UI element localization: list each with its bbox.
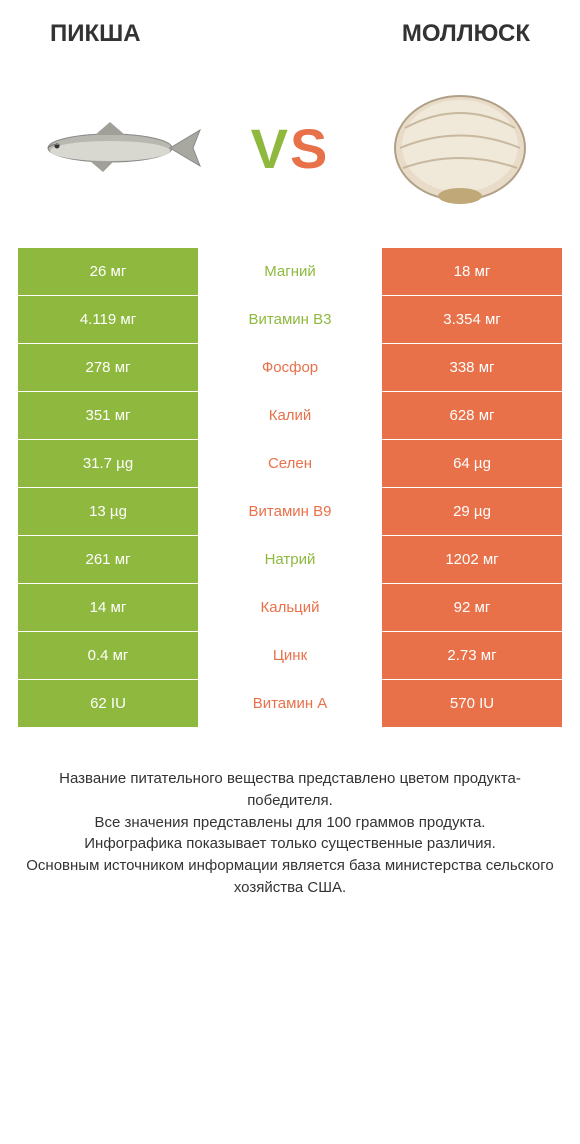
right-value: 3.354 мг	[382, 296, 562, 343]
nutrient-name: Калий	[198, 392, 382, 439]
vs-v: V	[251, 117, 290, 180]
left-value: 14 мг	[18, 584, 198, 631]
header: ПИКША МОЛЛЮСК	[0, 0, 580, 58]
right-value: 628 мг	[382, 392, 562, 439]
table-row: 4.119 мг Витамин B3 3.354 мг	[18, 296, 562, 344]
left-value: 26 мг	[18, 248, 198, 295]
left-value: 62 IU	[18, 680, 198, 727]
footer-line: Инфографика показывает только существенн…	[20, 833, 560, 855]
right-value: 92 мг	[382, 584, 562, 631]
nutrient-name: Селен	[198, 440, 382, 487]
nutrient-name: Фосфор	[198, 344, 382, 391]
nutrient-name: Витамин B9	[198, 488, 382, 535]
right-value: 338 мг	[382, 344, 562, 391]
nutrient-name: Кальций	[198, 584, 382, 631]
right-value: 2.73 мг	[382, 632, 562, 679]
right-value: 1202 мг	[382, 536, 562, 583]
right-product-image	[370, 88, 550, 208]
fish-icon	[35, 118, 205, 178]
right-value: 64 µg	[382, 440, 562, 487]
right-value: 18 мг	[382, 248, 562, 295]
left-value: 278 мг	[18, 344, 198, 391]
left-value: 351 мг	[18, 392, 198, 439]
left-value: 0.4 мг	[18, 632, 198, 679]
right-value: 570 IU	[382, 680, 562, 727]
table-row: 13 µg Витамин B9 29 µg	[18, 488, 562, 536]
footer-notes: Название питательного вещества представл…	[0, 728, 580, 919]
table-row: 0.4 мг Цинк 2.73 мг	[18, 632, 562, 680]
nutrient-name: Цинк	[198, 632, 382, 679]
table-row: 261 мг Натрий 1202 мг	[18, 536, 562, 584]
table-row: 351 мг Калий 628 мг	[18, 392, 562, 440]
left-value: 31.7 µg	[18, 440, 198, 487]
left-product-image	[30, 88, 210, 208]
images-row: VS	[0, 58, 580, 248]
table-row: 278 мг Фосфор 338 мг	[18, 344, 562, 392]
left-value: 261 мг	[18, 536, 198, 583]
clam-icon	[385, 88, 535, 208]
table-row: 26 мг Магний 18 мг	[18, 248, 562, 296]
right-product-title: МОЛЛЮСК	[402, 20, 530, 48]
nutrient-name: Витамин A	[198, 680, 382, 727]
comparison-table: 26 мг Магний 18 мг 4.119 мг Витамин B3 3…	[0, 248, 580, 728]
vs-s: S	[290, 117, 329, 180]
vs-label: VS	[251, 116, 330, 181]
left-value: 13 µg	[18, 488, 198, 535]
nutrient-name: Витамин B3	[198, 296, 382, 343]
right-value: 29 µg	[382, 488, 562, 535]
table-row: 14 мг Кальций 92 мг	[18, 584, 562, 632]
footer-line: Все значения представлены для 100 граммо…	[20, 812, 560, 834]
left-product-title: ПИКША	[50, 20, 141, 48]
footer-line: Основным источником информации является …	[20, 855, 560, 899]
table-row: 31.7 µg Селен 64 µg	[18, 440, 562, 488]
nutrient-name: Магний	[198, 248, 382, 295]
nutrient-name: Натрий	[198, 536, 382, 583]
left-value: 4.119 мг	[18, 296, 198, 343]
table-row: 62 IU Витамин A 570 IU	[18, 680, 562, 728]
footer-line: Название питательного вещества представл…	[20, 768, 560, 812]
